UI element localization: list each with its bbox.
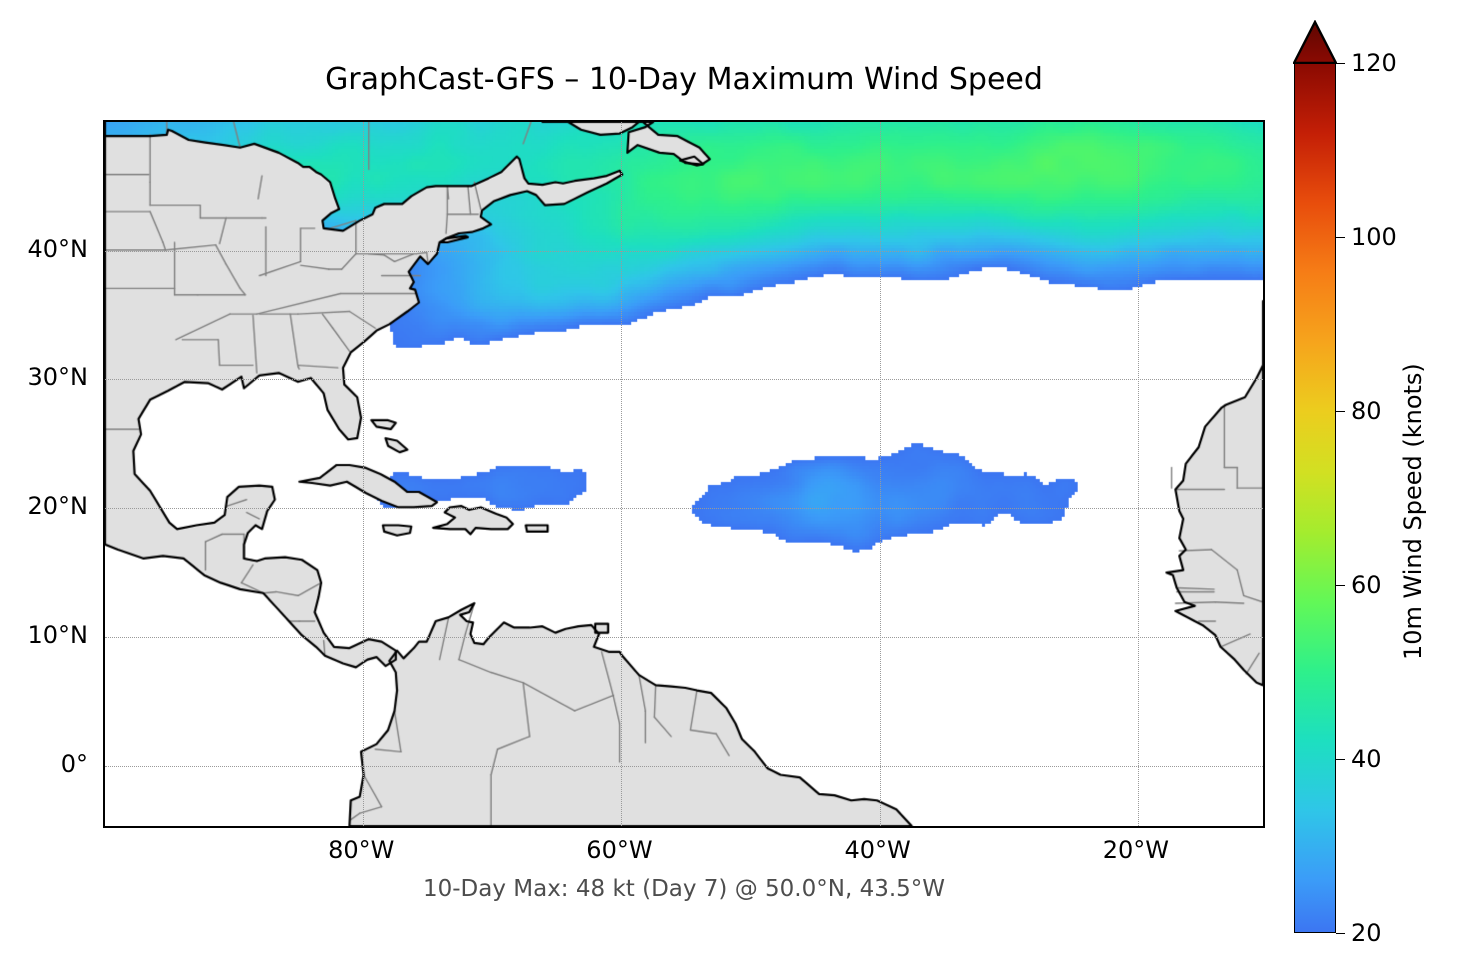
colorbar-tick-60 xyxy=(1336,585,1345,586)
colorbar-tick-label-80: 80 xyxy=(1351,397,1382,425)
colorbar-tick-80 xyxy=(1336,411,1345,412)
ytick-label-4: 0° xyxy=(60,749,88,778)
colorbar-tick-label-20: 20 xyxy=(1351,919,1382,947)
map-axes xyxy=(103,120,1265,828)
xtick-label-0: 80°W xyxy=(328,836,395,864)
colorbar-tick-100 xyxy=(1336,237,1345,238)
colorbar: 120 100 80 60 40 20 xyxy=(1293,20,1397,947)
wind-speed-map xyxy=(105,122,1263,826)
colorbar-tick-label-60: 60 xyxy=(1351,571,1382,599)
colorbar-tick-40 xyxy=(1336,759,1345,760)
ytick-label-1: 30°N xyxy=(27,363,89,392)
ytick-label-0: 40°N xyxy=(27,234,89,263)
xtick-label-2: 40°W xyxy=(844,836,911,864)
xtick-label-1: 60°W xyxy=(586,836,653,864)
colorbar-tick-label-120: 120 xyxy=(1351,49,1397,77)
colorbar-gradient xyxy=(1294,63,1336,933)
max-summary-caption: 10-Day Max: 48 kt (Day 7) @ 50.0°N, 43.5… xyxy=(422,876,946,902)
ytick-label-2: 20°N xyxy=(27,492,89,521)
colorbar-tick-label-40: 40 xyxy=(1351,745,1382,773)
colorbar-axis-label: 10m Wind Speed (knots) xyxy=(1399,363,1427,660)
colorbar-extend-arrow-icon xyxy=(1293,20,1337,64)
ytick-label-3: 10°N xyxy=(27,620,89,649)
xtick-label-3: 20°W xyxy=(1102,836,1170,864)
colorbar-tick-20 xyxy=(1336,933,1345,934)
page-title: GraphCast-GFS – 10-Day Maximum Wind Spee… xyxy=(325,62,1043,97)
colorbar-tick-label-100: 100 xyxy=(1351,223,1397,251)
colorbar-tick-120 xyxy=(1336,63,1345,64)
